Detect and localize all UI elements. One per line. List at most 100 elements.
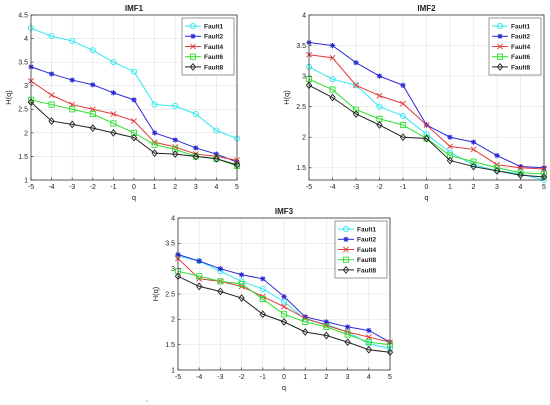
legend-label: Fault8 [357,257,377,264]
legend-label: Fault8 [204,64,224,71]
data-point [329,42,336,49]
legend-swatch-marker [342,226,350,233]
y-tick-label: 1.5 [296,165,306,172]
data-point [196,273,203,280]
data-point [151,141,158,148]
legend-swatch-marker [189,62,197,71]
legend-swatch-marker [343,246,349,253]
legend: Fault1 Fault2 Fault4 Fault6 Fault8 [181,17,235,76]
data-point [172,150,179,158]
data-point [130,129,138,136]
data-point [365,345,372,354]
data-point [69,37,76,44]
legend-label: Fault2 [357,237,377,244]
data-point [131,118,137,124]
x-tick-label: -3 [69,184,75,191]
y-tick-label: 4 [171,215,175,222]
legend-swatch-marker [496,53,504,60]
data-point [196,282,203,291]
series-line [30,27,238,139]
x-tick-label: -2 [238,374,244,381]
data-point [399,133,407,142]
x-tick-label: 3 [495,184,499,191]
footer-mark: , [146,394,148,403]
data-point [302,315,309,322]
data-point [238,280,245,287]
legend: Fault1 Fault2 Fault4 Fault6 Fault8 [488,17,542,76]
data-point [302,328,309,336]
data-point [302,314,308,320]
data-point [110,120,117,127]
data-point [399,112,407,119]
series-fault8 [174,268,394,348]
x-tick-label: 0 [425,184,429,191]
data-point [48,101,55,108]
x-tick-label: 0 [132,184,136,191]
data-point [470,139,477,145]
legend-swatch-marker [497,33,503,39]
data-point [352,82,360,89]
data-point [152,130,158,136]
y-tick-label: 2 [171,317,175,324]
y-axis-label: H(q) [4,90,13,105]
y-tick-label: 1.5 [165,342,175,349]
data-point [259,285,266,292]
x-tick-label: -5 [306,184,312,191]
series-fault8 [174,272,394,357]
y-tick-label: 4 [302,12,306,19]
x-tick-label: -4 [48,184,54,191]
data-point [376,92,383,99]
legend-entry: Fault4 [185,43,224,51]
series-line [30,101,238,166]
x-tick-label: -3 [353,184,359,191]
legend-entry: Fault4 [338,246,377,254]
data-point [48,92,55,99]
x-tick-label: -2 [376,184,382,191]
data-point [90,82,96,88]
x-tick-label: -4 [196,374,202,381]
data-point [323,323,330,330]
data-point [493,166,501,175]
y-tick-label: 3 [171,266,175,273]
data-point [192,110,199,118]
data-point [446,152,454,159]
x-tick-label: 4 [367,374,371,381]
data-point [172,137,178,143]
data-point [323,319,329,325]
legend-swatch-marker [342,265,350,274]
data-point [329,76,336,83]
x-tick-label: -1 [110,184,116,191]
legend-swatch-marker [189,23,197,30]
data-point [329,54,336,61]
series-fault1 [27,25,241,142]
data-point [196,258,202,264]
y-tick-label: 2.5 [165,291,175,298]
legend-entry: Fault2 [185,33,224,41]
data-point [172,146,179,153]
data-point [48,33,55,40]
legend-entry: Fault8 [338,265,377,274]
data-point [352,106,360,113]
x-axis-label: q [282,383,286,392]
chart-title: IMF3 [275,207,294,216]
data-point [470,158,477,165]
data-point [399,121,407,129]
x-tick-label: -4 [329,184,335,191]
y-tick-label: 3.5 [165,241,175,248]
data-point [400,100,406,107]
legend-label: Fault4 [357,247,377,254]
series-line [308,84,545,178]
data-point [494,152,500,159]
data-point [376,103,383,110]
data-point [238,294,245,302]
data-point [89,47,96,54]
series-fault4 [306,51,547,172]
data-point [329,86,336,93]
x-tick-label: 5 [388,374,392,381]
data-point [193,145,199,151]
data-point [302,318,309,325]
data-point [352,110,360,118]
x-tick-label: 4 [519,184,523,191]
x-tick-label: -2 [90,184,96,191]
